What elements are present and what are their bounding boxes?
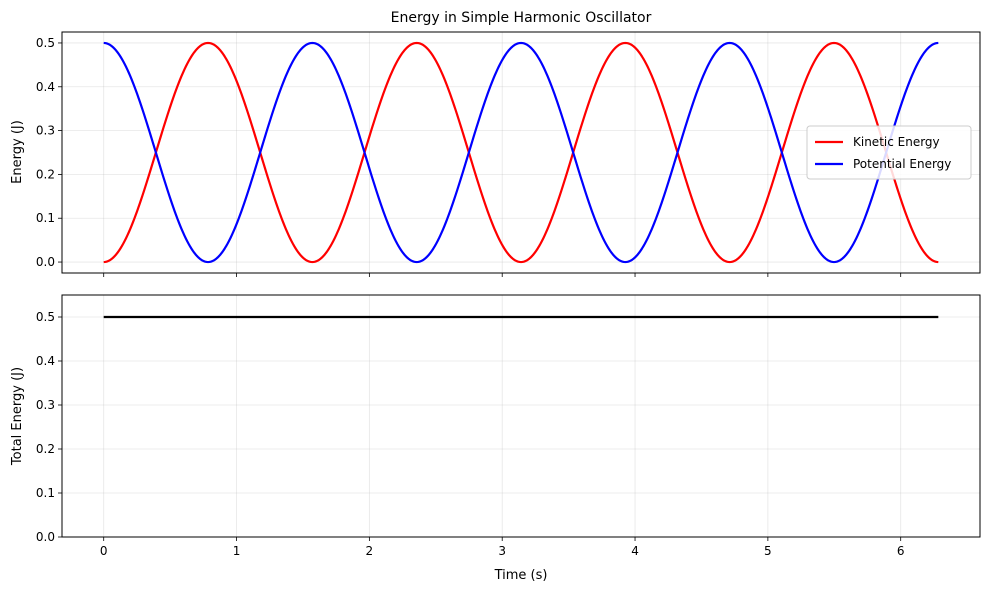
- top-y-tick-label: 0.1: [36, 211, 55, 225]
- bottom-y-tick-label: 0.1: [36, 486, 55, 500]
- x-tick-label: 1: [233, 544, 241, 558]
- top-y-tick-label: 0.3: [36, 124, 55, 138]
- legend: Kinetic Energy Potential Energy: [806, 125, 972, 180]
- bottom-y-tick-label: 0.4: [36, 354, 55, 368]
- top-y-tick-label: 0.0: [36, 255, 55, 269]
- bottom-y-tick-label: 0.3: [36, 398, 55, 412]
- chart-title: Energy in Simple Harmonic Oscillator: [391, 10, 652, 26]
- top-y-axis-label: Energy (J): [10, 120, 25, 184]
- potential-energy-line: [103, 41, 939, 264]
- bottom-plot-frame: [61, 294, 981, 538]
- bottom-y-tick-label: 0.2: [36, 442, 55, 456]
- kinetic-energy-line: [103, 41, 939, 264]
- x-tick-label: 6: [897, 544, 905, 558]
- energy-components-panel: Energy in Simple Harmonic Oscillator 0.0…: [10, 10, 981, 277]
- x-tick-label: 2: [366, 544, 374, 558]
- top-y-tick-label: 0.4: [36, 80, 55, 94]
- top-plot-frame: [61, 31, 981, 274]
- top-series-group: [103, 41, 939, 264]
- legend-label-kinetic: Kinetic Energy: [853, 135, 940, 149]
- bottom-grid: [62, 295, 980, 538]
- x-tick-label: 5: [764, 544, 772, 558]
- top-y-tick-label: 0.2: [36, 167, 55, 181]
- top-y-tick-label: 0.5: [36, 36, 55, 50]
- legend-label-potential: Potential Energy: [853, 157, 951, 171]
- total-energy-panel: 0 1 2 3 4 5 6 0.0 0.1 0.2 0.3 0.4 0.5 Total Energy (…: [10, 294, 981, 583]
- bottom-ticks: 0 1 2 3 4 5 6 0.0 0.1 0.2 0.3 0.4 0.5: [36, 310, 905, 558]
- x-tick-label: 4: [631, 544, 639, 558]
- bottom-y-tick-label: 0.0: [36, 530, 55, 544]
- legend-box: [806, 125, 972, 180]
- x-axis-label: Time (s): [494, 568, 548, 583]
- bottom-y-tick-label: 0.5: [36, 310, 55, 324]
- top-ticks: 0.0 0.1 0.2 0.3 0.4 0.5: [36, 36, 902, 277]
- x-tick-label: 0: [100, 544, 108, 558]
- x-tick-label: 3: [498, 544, 506, 558]
- bottom-y-axis-label: Total Energy (J): [10, 367, 25, 466]
